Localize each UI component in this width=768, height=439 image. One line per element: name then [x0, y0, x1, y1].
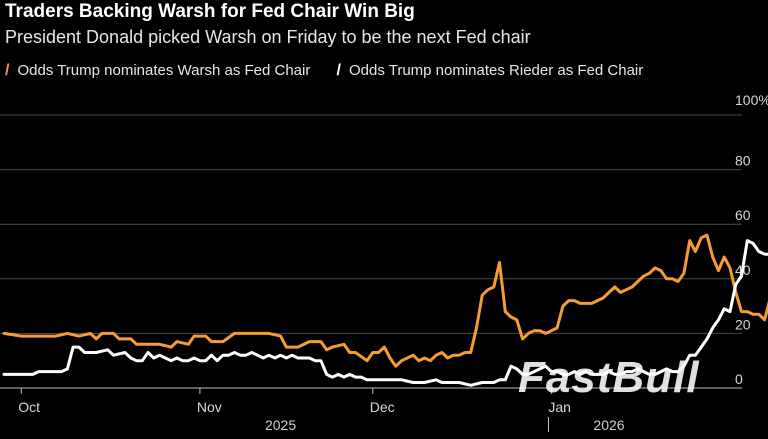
- y-tick-label: 100%: [735, 92, 768, 108]
- chart-title: Traders Backing Warsh for Fed Chair Win …: [5, 1, 415, 22]
- x-tick-label: Oct: [18, 399, 40, 415]
- x-tick-label: Nov: [197, 399, 222, 415]
- legend-line-icon-rieder: /: [336, 62, 341, 79]
- legend-item-warsh: / Odds Trump nominates Warsh as Fed Chair: [5, 62, 310, 80]
- legend-label-warsh: Odds Trump nominates Warsh as Fed Chair: [17, 62, 311, 79]
- series-line-rieder: [2, 239, 768, 387]
- y-tick-label: 60: [735, 207, 751, 223]
- x-tick-label: Dec: [370, 399, 395, 415]
- chart-subtitle: President Donald picked Warsh on Friday …: [5, 27, 531, 47]
- x-tick-label: Jan: [548, 399, 571, 415]
- y-tick-label: 80: [735, 153, 751, 169]
- watermark-logo: FastBull: [518, 353, 700, 402]
- legend-label-rieder: Odds Trump nominates Rieder as Fed Chair: [348, 62, 644, 79]
- legend-line-icon-warsh: /: [5, 62, 10, 79]
- y-tick-label: 20: [735, 316, 751, 332]
- chart-legend: / Odds Trump nominates Warsh as Fed Chair…: [5, 62, 665, 80]
- year-label: 2026: [593, 417, 624, 433]
- grid-lines: [0, 114, 742, 389]
- y-tick-label: 0: [735, 371, 743, 387]
- series-lines: [2, 233, 768, 387]
- year-label: 2025: [265, 417, 296, 433]
- series-line-warsh: [2, 233, 768, 368]
- legend-item-rieder: / Odds Trump nominates Rieder as Fed Chai…: [337, 62, 644, 80]
